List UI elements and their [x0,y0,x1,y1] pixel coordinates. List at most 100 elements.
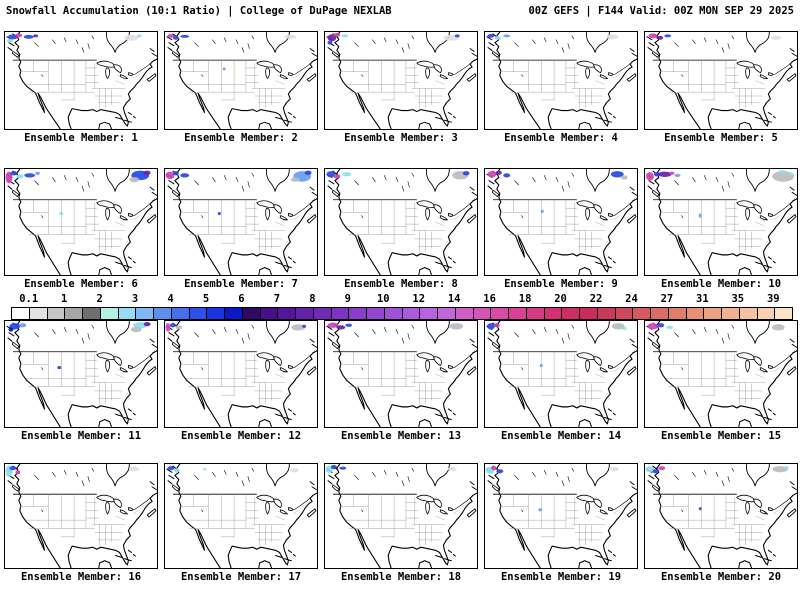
snow-blob [783,466,789,470]
snow-blob [19,323,27,328]
snow-blob [15,33,23,38]
conus-map [484,463,638,569]
colorbar-cell [29,308,48,319]
snow-blob [462,171,470,176]
ensemble-panel: Ensemble Member: 9 [484,168,638,290]
snow-blob [778,170,787,174]
colorbar-cell [349,308,367,319]
snowfall-overlay [487,33,619,40]
ensemble-member-label: Ensemble Member: 8 [344,278,458,290]
snow-blob [454,34,460,38]
snow-blob [668,171,675,175]
ensemble-panel: Ensemble Member: 5 [644,31,798,144]
colorbar-tick-label: 3 [131,293,139,305]
ensemble-panel: Ensemble Member: 6 [4,168,158,290]
ensemble-member-label: Ensemble Member: 4 [504,132,618,144]
snow-blob [172,35,179,40]
graphic-title: Snowfall Accumulation (10:1 Ratio) | Col… [6,5,392,17]
colorbar-tick-label: 35 [731,293,745,305]
colorbar-labels: 0.1 1 2 3 4 5 6 7 8 9 10 12 14 16 18 20 22 24 27 31 35 39 [11,293,791,305]
snow-blob [24,173,36,178]
snow-blob [538,508,543,512]
snow-blob [487,33,495,38]
snow-blob [648,33,658,39]
snowfall-overlay [485,466,619,512]
snowfall-overlay [167,33,297,71]
colorbar-cell [207,308,225,319]
snow-blob [35,171,41,175]
snow-blob [327,34,337,42]
ensemble-member-label: Ensemble Member: 11 [20,430,142,442]
ensemble-row-4: Ensemble Member: 16 Ensemble Member: 17 … [4,463,798,583]
colorbar-cell [668,308,687,319]
snow-blob [202,468,207,471]
colorbar-tick-label: 12 [412,293,426,305]
snow-blob [222,67,226,71]
snow-blob [449,323,464,330]
colorbar-cell [420,308,438,319]
conus-map [324,463,478,569]
ensemble-member-label: Ensemble Member: 1 [24,132,138,144]
colorbar-tick-label: 4 [167,293,174,305]
conus-map [484,31,638,130]
snow-blob [652,469,660,474]
snow-blob [325,465,333,473]
colorbar-cell [171,308,190,319]
snow-blob [180,173,190,178]
ensemble-member-label: Ensemble Member: 3 [344,132,458,144]
colorbar-tick-label: 9 [344,293,351,305]
conus-map [644,168,798,276]
colorbar-cell [455,308,474,319]
snow-blob [15,470,21,475]
colorbar [11,307,793,320]
colorbar-tick-label: 0.1 [19,293,39,305]
colorbar-cell [118,308,137,319]
colorbar-tick-label: 5 [202,293,210,305]
snow-blob [167,466,175,471]
ensemble-member-label: Ensemble Member: 20 [660,571,782,583]
snow-blob [7,34,18,40]
snowfall-overlay [8,322,151,370]
snow-blob [539,363,543,368]
colorbar-tick-label: 27 [660,293,674,305]
snow-blob [9,466,17,471]
snow-blob [788,172,794,176]
ensemble-member-label: Ensemble Member: 10 [660,278,782,290]
snowfall-overlay [645,466,789,511]
colorbar-tick-label: 10 [376,293,390,305]
colorbar-cell [739,308,758,319]
snow-blob [165,171,175,180]
conus-map [324,31,478,130]
snow-blob [645,172,654,181]
colorbar-cell [367,308,385,319]
snow-blob [772,171,795,182]
snow-blob [143,170,151,175]
snowfall-overlay [648,33,782,40]
snow-blob [447,467,457,472]
colorbar-cell [526,308,545,319]
snowfall-overlay [647,323,785,331]
snow-blob [165,323,171,332]
snow-blob [8,327,14,332]
snow-blob [486,323,495,330]
conus-map [4,168,158,276]
snow-blob [771,324,785,331]
colorbar-cell [100,308,119,319]
colorbar-cell [473,308,492,319]
conus-map [644,320,798,428]
colorbar-cell [651,308,669,319]
snow-blob [167,33,175,38]
snow-blob [611,323,625,330]
conus-map [164,168,318,276]
snow-blob [606,34,619,40]
ensemble-row-1: Ensemble Member: 1 Ensemble Member: 2 En… [4,31,798,144]
conus-map [164,463,318,569]
colorbar-cell [509,308,527,319]
snow-blob [136,34,142,38]
snow-blob [698,507,702,511]
ensemble-member-label: Ensemble Member: 16 [20,571,142,583]
snow-blob [540,209,544,213]
colorbar-cell [47,308,66,319]
snow-blob [341,34,349,38]
conus-map [644,463,798,569]
